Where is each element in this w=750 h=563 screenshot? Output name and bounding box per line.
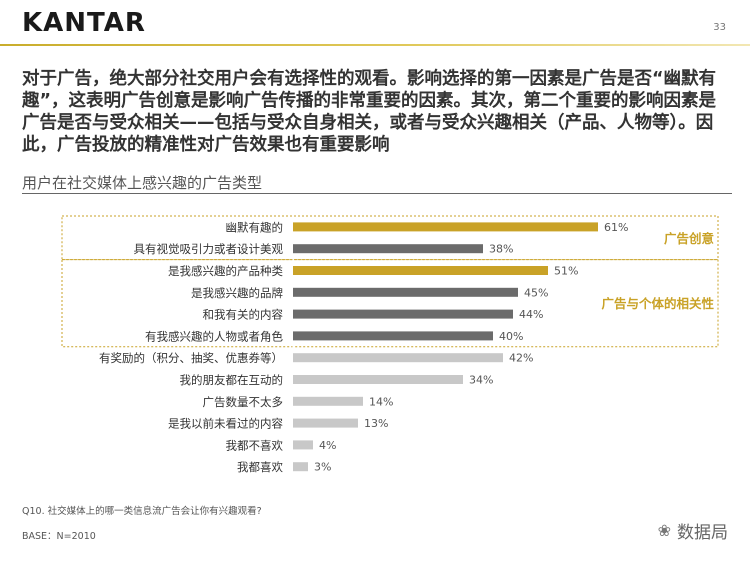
bar — [293, 331, 493, 341]
kantar-logo: KANTAR — [22, 8, 146, 38]
category-label: 有我感兴趣的人物或者角色 — [145, 329, 283, 343]
category-label: 广告数量不太多 — [203, 395, 284, 409]
title-divider — [22, 193, 732, 194]
value-label: 34% — [469, 374, 493, 387]
value-label: 61% — [604, 221, 628, 234]
bar — [293, 309, 513, 319]
header-divider — [0, 44, 750, 46]
value-label: 13% — [364, 417, 388, 430]
watermark-text: 数据局 — [677, 523, 728, 543]
category-label: 我都不喜欢 — [226, 438, 284, 452]
bar — [293, 353, 503, 363]
value-label: 4% — [319, 439, 336, 452]
category-label: 有奖励的（积分、抽奖、优惠券等） — [99, 351, 283, 365]
group-box-1 — [61, 259, 719, 348]
bar — [293, 440, 313, 450]
page-number: 33 — [713, 22, 726, 33]
category-label: 具有视觉吸引力或者设计美观 — [134, 242, 284, 256]
question-footnote: Q10. 社交媒体上的哪一类信息流广告会让你有兴趣观看? — [22, 506, 262, 517]
value-label: 45% — [524, 286, 548, 299]
bar — [293, 266, 548, 275]
group-label-0: 广告创意 — [664, 231, 714, 246]
category-label: 是我感兴趣的产品种类 — [168, 264, 283, 278]
value-label: 51% — [554, 265, 578, 278]
value-label: 14% — [369, 395, 393, 408]
bar — [293, 222, 598, 232]
value-label: 38% — [489, 243, 513, 256]
category-label: 和我有关的内容 — [203, 308, 284, 322]
category-label: 我的朋友都在互动的 — [180, 373, 284, 387]
bar — [293, 418, 358, 428]
base-footnote: BASE：N=2010 — [22, 531, 96, 542]
group-box-0 — [61, 215, 719, 261]
value-label: 3% — [314, 461, 331, 474]
value-label: 42% — [509, 352, 533, 365]
wechat-icon: ❀ — [657, 521, 671, 540]
bar — [293, 244, 483, 254]
category-label: 是我以前未看过的内容 — [168, 417, 283, 431]
category-label: 我都喜欢 — [237, 460, 283, 474]
headline-text: 对于广告，绝大部分社交用户会有选择性的观看。影响选择的第一因素是广告是否“幽默有… — [22, 69, 716, 155]
category-label: 幽默有趣的 — [226, 220, 284, 234]
watermark: ❀ 数据局 — [658, 518, 728, 543]
group-label-1: 广告与个体的相关性 — [601, 296, 714, 311]
value-label: 40% — [499, 330, 523, 343]
bar — [293, 462, 308, 472]
value-label: 44% — [519, 308, 543, 321]
chart-title: 用户在社交媒体上感兴趣的广告类型 — [22, 174, 263, 192]
bar — [293, 375, 463, 384]
bar — [293, 396, 363, 406]
bar — [293, 287, 518, 297]
category-label: 是我感兴趣的品牌 — [191, 286, 283, 300]
